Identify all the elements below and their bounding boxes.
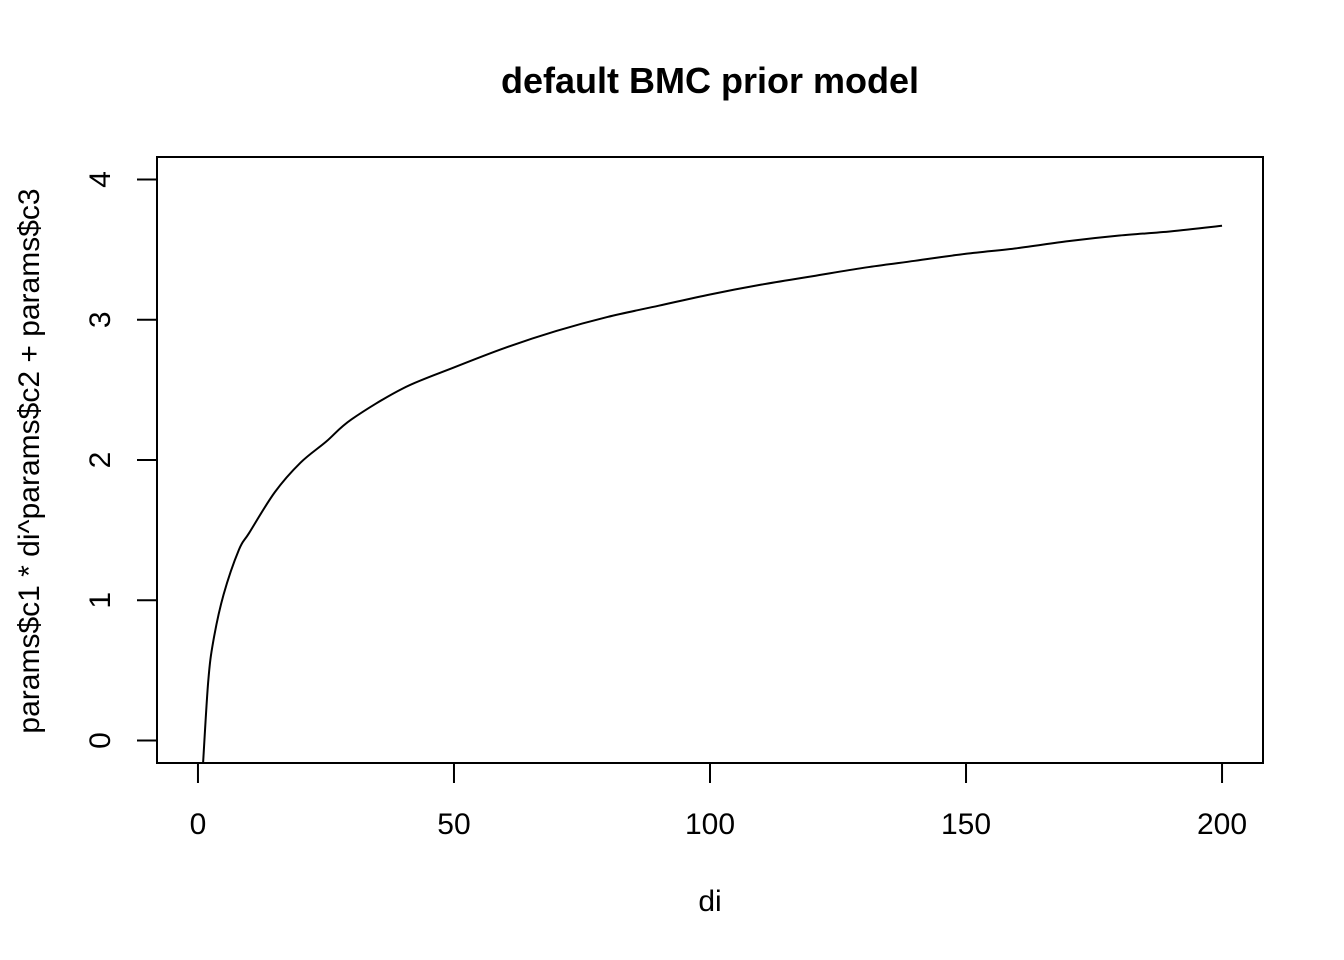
x-tick-label: 0 — [190, 808, 207, 841]
plot-frame — [156, 156, 1264, 764]
y-tick-label: 4 — [84, 171, 117, 188]
y-tick-label: 1 — [84, 592, 117, 609]
y-tick-label: 2 — [84, 452, 117, 469]
x-tick-label: 50 — [437, 808, 470, 841]
x-axis-label: di — [698, 885, 721, 918]
series-layer — [202, 224, 1223, 764]
x-axis: 0 50 100 150 200 — [190, 762, 1247, 841]
y-axis: 0 1 2 3 4 — [84, 171, 158, 749]
y-tick-label: 0 — [84, 732, 117, 749]
x-tick-label: 150 — [941, 808, 991, 841]
chart-title: default BMC prior model — [501, 60, 919, 101]
x-tick-label: 200 — [1197, 808, 1247, 841]
series-line — [202, 224, 1223, 764]
y-tick-label: 3 — [84, 311, 117, 328]
y-axis-label: params$c1 * di^params$c2 + params$c3 — [13, 188, 46, 733]
x-tick-label: 100 — [685, 808, 735, 841]
